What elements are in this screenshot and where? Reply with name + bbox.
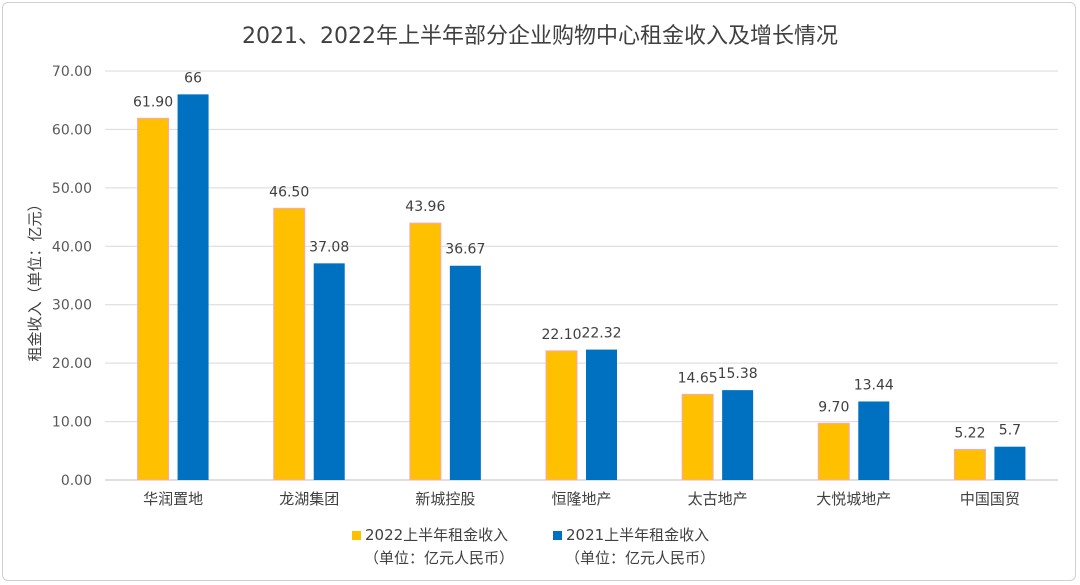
legend: 2022上半年租金收入 （单位：亿元人民币） 2021上半年租金收入 （单位：亿元人民… — [352, 526, 715, 567]
bar-2021 — [994, 446, 1026, 480]
legend-swatch — [553, 531, 562, 540]
data-label: 37.08 — [309, 239, 349, 255]
bar-2022 — [273, 207, 306, 481]
chart-title: 2021、2022年上半年部分企业购物中心租金收入及增长情况 — [242, 24, 838, 49]
y-tick-label: 30.00 — [52, 298, 92, 314]
data-label: 14.65 — [678, 370, 718, 386]
legend-swatch — [352, 531, 361, 540]
x-tick-label: 太古地产 — [688, 490, 748, 508]
data-label: 13.44 — [854, 377, 894, 393]
x-tick-label: 中国国贸 — [960, 490, 1020, 508]
x-tick-label: 恒隆地产 — [551, 490, 611, 508]
legend-unit: （单位：亿元人民币） — [565, 549, 715, 567]
x-tick-label: 新城控股 — [415, 490, 475, 508]
bar-2021 — [722, 390, 754, 480]
y-tick-label: 70.00 — [52, 64, 92, 80]
data-label: 46.50 — [269, 184, 309, 200]
bar-2021 — [313, 263, 345, 480]
bar-2022 — [953, 449, 986, 481]
bars — [137, 94, 1026, 481]
data-labels: 61.90 66 46.50 37.08 43.96 36.67 22.10 22.32 14.… — [133, 70, 1021, 441]
data-label: 43.96 — [405, 199, 445, 215]
y-tick-label: 50.00 — [52, 181, 92, 197]
data-label: 66 — [184, 70, 202, 86]
bar-2022 — [817, 422, 850, 481]
x-tick-label: 龙湖集团 — [279, 490, 339, 508]
data-label: 15.38 — [718, 366, 758, 382]
bar-2022 — [409, 222, 442, 481]
bar-2022 — [137, 117, 170, 481]
data-label: 36.67 — [445, 242, 485, 258]
y-tick-label: 40.00 — [52, 239, 92, 255]
data-label: 5.7 — [999, 423, 1021, 439]
legend-unit: （单位：亿元人民币） — [364, 549, 514, 567]
y-tick-label: 60.00 — [52, 122, 92, 138]
bar-2021 — [449, 265, 481, 480]
bar-2022 — [545, 350, 578, 481]
bar-2021 — [177, 94, 209, 480]
y-tick-labels: 0.00 10.00 20.00 30.00 40.00 50.00 60.00 70.00 — [52, 64, 92, 489]
x-tick-label: 大悦城地产 — [816, 490, 891, 508]
bar-2022 — [681, 393, 714, 481]
data-label: 22.10 — [541, 327, 581, 343]
legend-label: 2022上半年租金收入 — [365, 526, 508, 544]
y-axis-label: 租金收入（单位：亿元） — [26, 196, 44, 361]
legend-label: 2021上半年租金收入 — [566, 526, 709, 544]
x-tick-labels: 华润置地 龙湖集团 新城控股 恒隆地产 太古地产 大悦城地产 中国国贸 — [143, 490, 1020, 508]
grid-lines — [105, 70, 1058, 481]
data-label: 22.32 — [581, 326, 621, 342]
data-label: 9.70 — [818, 399, 849, 415]
y-tick-label: 0.00 — [61, 473, 92, 489]
data-label: 5.22 — [954, 426, 985, 442]
y-tick-label: 20.00 — [52, 356, 92, 372]
bar-2021 — [858, 401, 890, 480]
bar-2021 — [586, 349, 617, 480]
data-label: 61.90 — [133, 94, 173, 110]
y-tick-label: 10.00 — [52, 415, 92, 431]
x-tick-label: 华润置地 — [143, 490, 203, 508]
